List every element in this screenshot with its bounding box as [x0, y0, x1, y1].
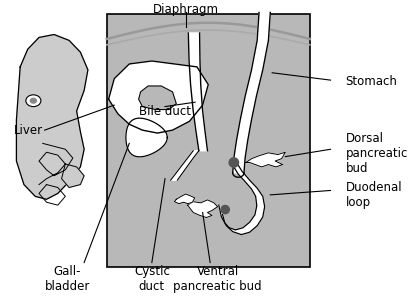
Bar [107, 14, 309, 267]
Text: Ventral
pancreatic bud: Ventral pancreatic bud [173, 265, 261, 293]
Text: Duodenal
loop: Duodenal loop [345, 181, 401, 209]
Polygon shape [218, 162, 264, 235]
Polygon shape [188, 33, 207, 151]
Polygon shape [174, 194, 194, 204]
Text: Bile duct: Bile duct [139, 105, 190, 117]
Polygon shape [170, 151, 198, 180]
Polygon shape [138, 86, 176, 110]
Polygon shape [108, 61, 208, 133]
Polygon shape [232, 13, 270, 173]
Polygon shape [187, 200, 217, 218]
Polygon shape [62, 164, 84, 187]
Circle shape [30, 98, 36, 103]
Polygon shape [126, 118, 167, 157]
Circle shape [26, 95, 41, 107]
Polygon shape [245, 152, 285, 167]
Ellipse shape [221, 205, 229, 214]
Ellipse shape [228, 158, 238, 167]
Polygon shape [17, 35, 88, 199]
Text: Stomach: Stomach [345, 75, 396, 88]
Text: Dorsal
pancreatic
bud: Dorsal pancreatic bud [345, 132, 407, 175]
Text: Gall-
bladder: Gall- bladder [45, 265, 90, 293]
Text: Cystic
duct: Cystic duct [133, 265, 169, 293]
Text: Liver: Liver [14, 124, 43, 137]
Text: Diaphragm: Diaphragm [152, 3, 218, 16]
